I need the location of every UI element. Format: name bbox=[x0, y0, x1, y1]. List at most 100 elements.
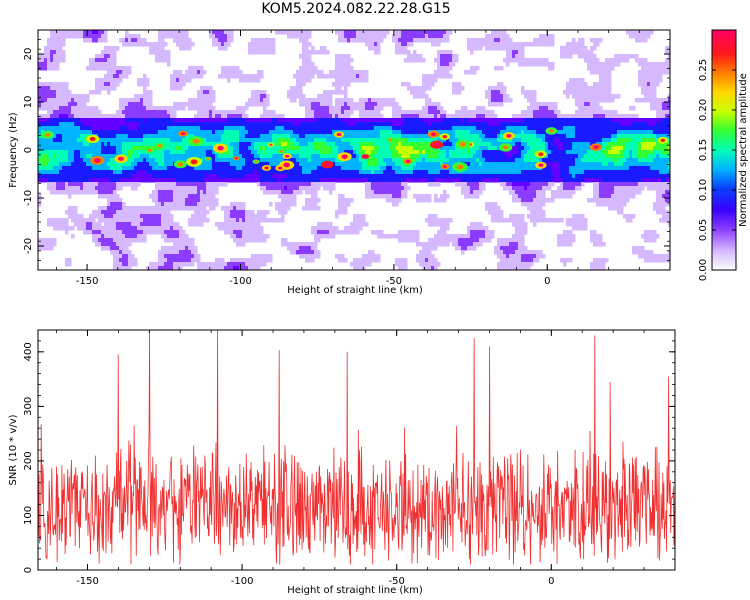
heatmap-cell bbox=[641, 150, 645, 155]
heatmap-cell bbox=[473, 142, 477, 147]
heatmap-cell bbox=[158, 166, 162, 171]
heatmap-cell bbox=[53, 118, 57, 123]
heatmap-cell bbox=[182, 46, 186, 51]
heatmap-cell bbox=[233, 158, 237, 163]
heatmap-cell bbox=[59, 94, 63, 99]
heatmap-cell bbox=[95, 106, 99, 111]
heatmap-cell bbox=[506, 98, 510, 103]
heatmap-cell bbox=[641, 130, 645, 135]
heatmap-cell bbox=[173, 126, 177, 131]
heatmap-cell bbox=[230, 166, 234, 171]
heatmap-cell bbox=[257, 38, 261, 43]
heatmap-cell bbox=[563, 150, 567, 155]
heatmap-cell bbox=[332, 150, 336, 155]
heatmap-cell bbox=[278, 126, 282, 131]
heatmap-cell bbox=[221, 138, 225, 143]
heatmap-cell bbox=[614, 130, 618, 135]
heatmap-cell bbox=[602, 158, 606, 163]
heatmap-cell bbox=[53, 34, 57, 39]
heatmap-cell bbox=[449, 54, 453, 59]
heatmap-cell bbox=[143, 122, 147, 127]
heatmap-cell bbox=[554, 166, 558, 171]
heatmap-cell bbox=[80, 162, 84, 167]
heatmap-cell bbox=[353, 146, 357, 151]
heatmap-cell bbox=[275, 158, 279, 163]
heatmap-cell bbox=[92, 154, 96, 159]
heatmap-cell bbox=[425, 110, 429, 115]
heatmap-cell bbox=[521, 62, 525, 67]
heatmap-cell bbox=[56, 118, 60, 123]
heatmap-cell bbox=[41, 154, 45, 159]
heatmap-cell bbox=[344, 162, 348, 167]
heatmap-cell bbox=[458, 114, 462, 119]
heatmap-cell bbox=[302, 38, 306, 43]
heatmap-cell bbox=[62, 162, 66, 167]
heatmap-cell bbox=[317, 146, 321, 151]
heatmap-cell bbox=[539, 42, 543, 47]
heatmap-cell bbox=[221, 170, 225, 175]
heatmap-cell bbox=[83, 154, 87, 159]
heatmap-cell bbox=[620, 162, 624, 167]
heatmap-cell bbox=[221, 122, 225, 127]
heatmap-cell bbox=[71, 150, 75, 155]
heatmap-cell bbox=[380, 130, 384, 135]
heatmap-cell bbox=[320, 70, 324, 75]
heatmap-cell bbox=[449, 154, 453, 159]
heatmap-cell bbox=[425, 130, 429, 135]
heatmap-cell bbox=[194, 126, 198, 131]
heatmap-cell bbox=[335, 82, 339, 87]
heatmap-cell bbox=[74, 154, 78, 159]
heatmap-cell bbox=[140, 166, 144, 171]
heatmap-cell bbox=[302, 142, 306, 147]
heatmap-cell bbox=[275, 146, 279, 151]
heatmap-cell bbox=[290, 86, 294, 91]
heatmap-cell bbox=[227, 74, 231, 79]
heatmap-cell bbox=[335, 102, 339, 107]
heatmap-cell bbox=[290, 118, 294, 123]
heatmap-cell bbox=[182, 138, 186, 143]
heatmap-cell bbox=[524, 126, 528, 131]
heatmap-cell bbox=[164, 110, 168, 115]
heatmap-cell bbox=[335, 154, 339, 159]
heatmap-cell bbox=[380, 134, 384, 139]
heatmap-cell bbox=[416, 86, 420, 91]
heatmap-cell bbox=[191, 42, 195, 47]
heatmap-cell bbox=[212, 142, 216, 147]
heatmap-cell bbox=[644, 130, 648, 135]
heatmap-cell bbox=[272, 114, 276, 119]
heatmap-cell bbox=[587, 158, 591, 163]
heatmap-cell bbox=[476, 134, 480, 139]
heatmap-cell bbox=[41, 126, 45, 131]
heatmap-cell bbox=[425, 142, 429, 147]
heatmap-cell bbox=[305, 54, 309, 59]
heatmap-cell bbox=[419, 110, 423, 115]
heatmap-cell bbox=[191, 98, 195, 103]
heatmap-cell bbox=[635, 98, 639, 103]
heatmap-cell bbox=[524, 154, 528, 159]
heatmap-cell bbox=[428, 166, 432, 171]
heatmap-cell bbox=[380, 146, 384, 151]
heatmap-cell bbox=[116, 82, 120, 87]
heatmap-cell bbox=[110, 158, 114, 163]
heatmap-cell bbox=[479, 138, 483, 143]
heatmap-cell bbox=[629, 138, 633, 143]
heatmap-cell bbox=[86, 130, 90, 135]
heatmap-cell bbox=[518, 166, 522, 171]
heatmap-cell bbox=[311, 110, 315, 115]
heatmap-cell bbox=[113, 66, 117, 71]
heatmap-cell bbox=[533, 130, 537, 135]
heatmap-cell bbox=[248, 46, 252, 51]
heatmap-cell bbox=[404, 58, 408, 63]
heatmap-cell bbox=[218, 170, 222, 175]
heatmap-cell bbox=[137, 118, 141, 123]
heatmap-cell bbox=[80, 122, 84, 127]
heatmap-cell bbox=[440, 154, 444, 159]
heatmap-cell bbox=[56, 54, 60, 59]
heatmap-cell bbox=[443, 158, 447, 163]
heatmap-cell bbox=[659, 102, 663, 107]
heatmap-cell bbox=[503, 138, 507, 143]
heatmap-cell bbox=[98, 58, 102, 63]
heatmap-cell bbox=[71, 110, 75, 115]
heatmap-cell bbox=[509, 142, 513, 147]
heatmap-cell bbox=[311, 98, 315, 103]
